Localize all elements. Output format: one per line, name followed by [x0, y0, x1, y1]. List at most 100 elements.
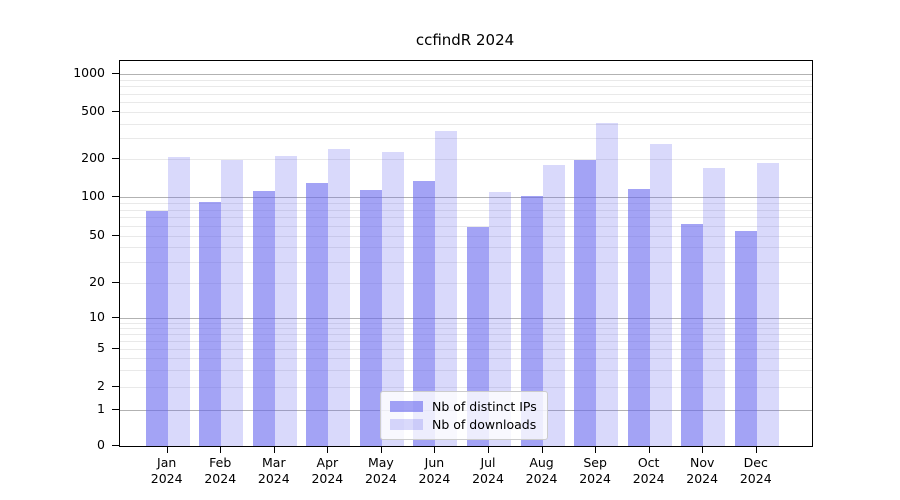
minor-gridline [120, 386, 812, 388]
grid-layer [120, 61, 812, 446]
y-tick-mark [112, 72, 119, 74]
x-tick-mark [326, 446, 328, 453]
bar-downloads [489, 192, 511, 446]
legend-swatch-downloads [390, 418, 423, 430]
y-tick-label: 100 [81, 188, 105, 204]
minor-gridline [120, 357, 812, 359]
minor-gridline [120, 111, 812, 113]
y-tick-label: 50 [89, 226, 105, 242]
minor-gridline [120, 246, 812, 248]
minor-gridline [120, 225, 812, 227]
legend-label-distinct-ips: Nb of distinct IPs [432, 398, 537, 414]
minor-gridline [120, 123, 812, 125]
legend-label-downloads: Nb of downloads [432, 416, 537, 432]
bar-downloads [542, 165, 565, 446]
x-tick-mark [433, 446, 435, 453]
x-tick-label: Mar 2024 [257, 455, 290, 486]
minor-gridline [120, 101, 812, 103]
bar-distinct-ips [681, 224, 704, 446]
minor-gridline [120, 282, 812, 284]
major-gridline [120, 73, 812, 75]
x-tick-mark [701, 446, 703, 453]
y-tick-mark [112, 347, 119, 349]
minor-gridline [120, 340, 812, 342]
y-tick-mark [112, 408, 119, 410]
x-tick-mark [648, 446, 650, 453]
bar-distinct-ips [520, 196, 543, 446]
minor-gridline [120, 85, 812, 87]
bars-layer [120, 61, 812, 446]
bar-downloads [596, 122, 619, 446]
y-tick-label: 2 [97, 378, 105, 394]
x-tick-mark [755, 446, 757, 453]
bar-downloads [703, 167, 726, 446]
y-tick-mark [112, 110, 119, 112]
bar-downloads [167, 157, 190, 446]
y-tick-mark [112, 444, 119, 446]
major-gridline [120, 196, 812, 198]
minor-gridline [120, 369, 812, 371]
x-tick-label: Sep 2024 [579, 455, 611, 486]
minor-gridline [120, 209, 812, 211]
legend-item-distinct-ips: Nb of distinct IPs [390, 397, 537, 415]
minor-gridline [120, 93, 812, 95]
y-tick-label: 5 [97, 340, 105, 356]
x-tick-mark [487, 446, 489, 453]
x-tick-label: Feb 2024 [204, 455, 237, 486]
y-tick-mark [112, 157, 119, 159]
y-tick-label: 500 [81, 103, 105, 118]
x-tick-label: Nov 2024 [686, 455, 719, 486]
y-tick-label: 1 [97, 401, 105, 416]
x-tick-mark [541, 446, 543, 453]
y-tick-mark [112, 234, 119, 236]
legend-item-downloads: Nb of downloads [390, 415, 537, 433]
bar-distinct-ips [306, 183, 329, 446]
bar-downloads [435, 131, 458, 446]
bar-distinct-ips [574, 160, 597, 446]
y-tick-mark [112, 316, 119, 318]
bar-downloads [381, 152, 404, 446]
y-tick-mark [112, 195, 119, 197]
y-tick-label: 20 [89, 273, 105, 289]
x-tick-mark [166, 446, 168, 453]
minor-gridline [120, 137, 812, 139]
bar-distinct-ips [627, 189, 650, 446]
y-tick-mark [112, 385, 119, 387]
bar-distinct-ips [252, 191, 275, 446]
y-tick-label: 0 [97, 437, 105, 452]
x-tick-label: Apr 2024 [311, 455, 344, 486]
bar-downloads [649, 143, 672, 446]
x-tick-label: Aug 2024 [525, 455, 558, 486]
x-tick-label: May 2024 [364, 455, 397, 486]
x-tick-mark [380, 446, 382, 453]
y-tick-mark [112, 281, 119, 283]
x-tick-label: Oct 2024 [632, 455, 665, 486]
x-tick-mark [594, 446, 596, 453]
bar-distinct-ips [359, 190, 382, 446]
bar-downloads [756, 162, 779, 446]
legend-swatch-distinct-ips [390, 400, 423, 412]
x-tick-label: Jan 2024 [150, 455, 183, 486]
minor-gridline [120, 333, 812, 335]
minor-gridline [120, 158, 812, 160]
y-tick-label: 200 [81, 150, 105, 166]
y-tick-label: 1000 [73, 65, 105, 80]
minor-gridline [120, 235, 812, 237]
minor-gridline [120, 202, 812, 204]
minor-gridline [120, 216, 812, 218]
minor-gridline [120, 327, 812, 329]
bar-distinct-ips [413, 181, 436, 446]
minor-gridline [120, 348, 812, 350]
y-tick-label: 10 [89, 308, 105, 324]
minor-gridline [120, 322, 812, 324]
bar-distinct-ips [199, 201, 222, 446]
bar-distinct-ips [145, 211, 168, 446]
x-tick-label: Jun 2024 [418, 455, 451, 486]
legend: Nb of distinct IPs Nb of downloads [380, 391, 548, 440]
bar-downloads [221, 160, 244, 446]
minor-gridline [120, 261, 812, 263]
bar-distinct-ips [734, 230, 757, 446]
bar-downloads [274, 156, 297, 446]
plot-area: Nb of distinct IPs Nb of downloads [119, 60, 813, 447]
